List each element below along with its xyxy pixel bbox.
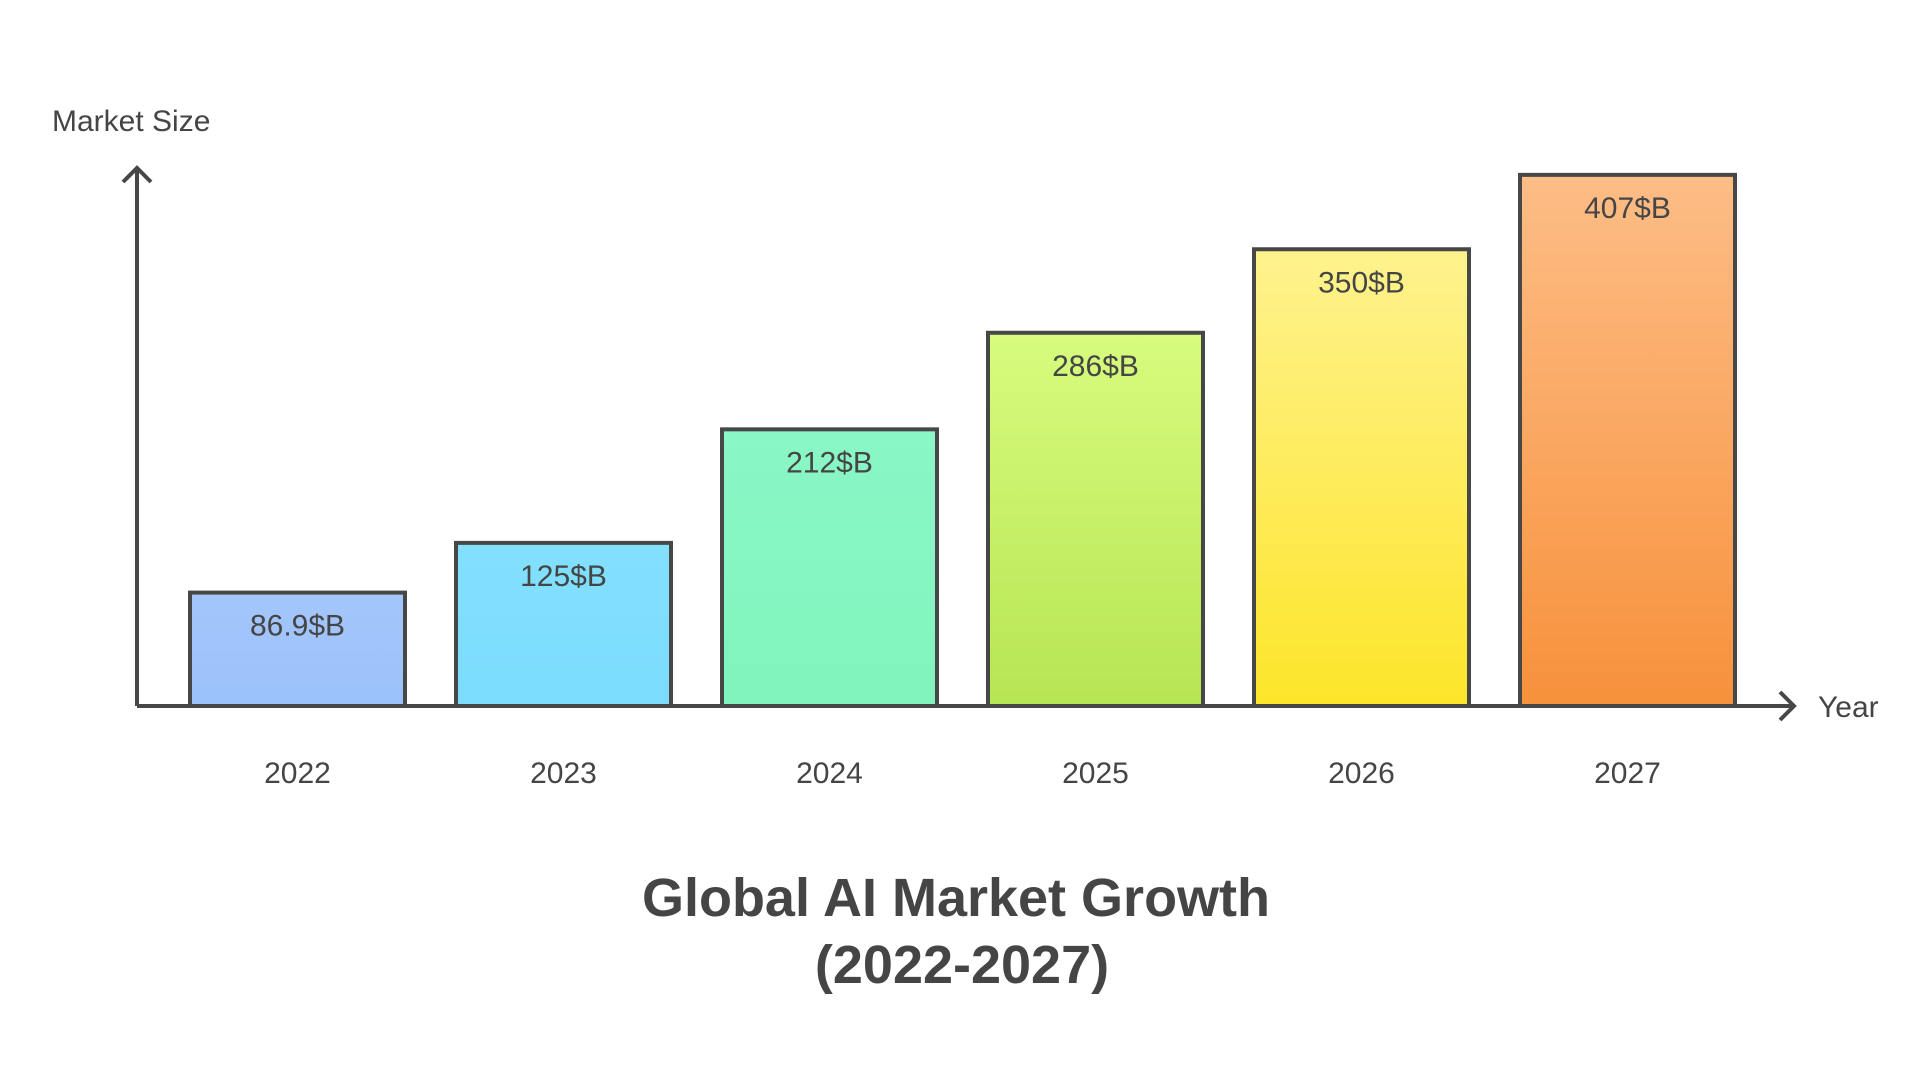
bar-2022 (188, 590, 407, 709)
bar-2023 (454, 540, 673, 708)
bar-2024 (720, 427, 939, 708)
x-tick-label: 2024 (796, 757, 863, 790)
x-tick-label: 2026 (1328, 757, 1395, 790)
bar-value-label: 286$B (1052, 350, 1139, 383)
bar-value-label: 86.9$B (250, 610, 345, 643)
bar-2026 (1252, 247, 1471, 708)
bar-value-label: 212$B (786, 446, 873, 479)
bar-2025 (986, 330, 1205, 708)
bar-2027 (1518, 172, 1737, 709)
y-axis-label: Market Size (52, 105, 210, 138)
chart-title: Global AI Market Growth (642, 868, 1270, 928)
x-tick-label: 2022 (264, 757, 331, 790)
x-tick-label: 2027 (1594, 757, 1661, 790)
x-axis-arrow-icon (1778, 690, 1797, 722)
y-axis-arrow-icon (121, 165, 153, 184)
bar-value-label: 350$B (1318, 266, 1405, 299)
x-tick-label: 2023 (530, 757, 597, 790)
x-tick-label: 2025 (1062, 757, 1129, 790)
x-axis-label: Year (1818, 691, 1879, 724)
bar-value-label: 125$B (520, 560, 607, 593)
chart-subtitle: (2022-2027) (815, 935, 1109, 995)
bar-value-label: 407$B (1584, 192, 1671, 225)
